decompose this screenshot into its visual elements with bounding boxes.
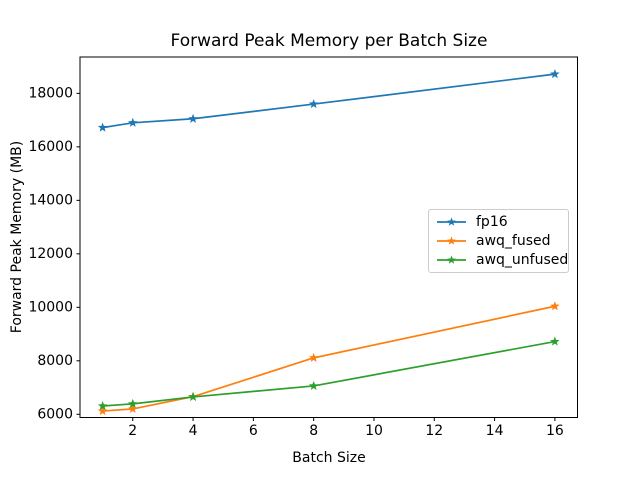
series-line-awq_unfused bbox=[101, 340, 556, 407]
legend-line-sample bbox=[437, 255, 466, 264]
y-tick-label: 8000 bbox=[37, 353, 73, 369]
data-point-marker bbox=[128, 403, 138, 413]
data-point-marker bbox=[308, 380, 319, 390]
data-point-marker bbox=[550, 301, 560, 311]
data-point-marker bbox=[188, 391, 198, 401]
data-point-marker bbox=[128, 398, 138, 408]
legend-sample-star-icon bbox=[447, 217, 456, 227]
legend-label: awq_fused bbox=[476, 233, 551, 249]
x-tick-label: 6 bbox=[249, 423, 258, 439]
x-tick-label: 8 bbox=[309, 423, 318, 439]
x-tick-label: 16 bbox=[546, 423, 564, 439]
legend-sample-star-icon bbox=[447, 236, 456, 245]
chart-title: Forward Peak Memory per Batch Size bbox=[170, 31, 488, 51]
x-tick-label: 10 bbox=[365, 423, 383, 439]
data-point-marker bbox=[308, 352, 319, 362]
x-tick-label: 12 bbox=[425, 423, 443, 439]
y-tick-label: 6000 bbox=[37, 406, 73, 422]
x-tick-label: 14 bbox=[486, 423, 504, 439]
series-awq_fused bbox=[97, 301, 560, 416]
y-tick-label: 14000 bbox=[28, 192, 73, 208]
data-point-marker bbox=[550, 69, 560, 79]
legend: fp16 awq_fused awq_unfused bbox=[428, 209, 569, 273]
data-point-marker bbox=[308, 99, 319, 109]
y-tick-label: 12000 bbox=[28, 246, 73, 262]
x-axis-ticks: 2 4 6 8 10 12 14 16 bbox=[128, 417, 564, 439]
y-tick-label: 16000 bbox=[28, 139, 73, 155]
legend-label: fp16 bbox=[476, 214, 508, 231]
data-point-marker bbox=[188, 113, 198, 123]
data-point-marker bbox=[97, 401, 108, 411]
axes-spines bbox=[79, 56, 578, 418]
x-tick-label: 4 bbox=[189, 423, 198, 439]
y-tick-label: 18000 bbox=[28, 85, 73, 101]
legend-entry-fp16: fp16 bbox=[436, 213, 562, 232]
x-tick-label: 2 bbox=[128, 423, 137, 439]
data-point-marker bbox=[550, 336, 560, 346]
data-point-marker bbox=[97, 122, 108, 132]
data-point-marker bbox=[128, 117, 138, 127]
legend-line-sample bbox=[437, 236, 466, 245]
y-tick-label: 10000 bbox=[28, 299, 73, 315]
x-axis-label: Batch Size bbox=[292, 450, 366, 466]
data-point-marker bbox=[97, 406, 108, 416]
series-fp16 bbox=[97, 69, 560, 132]
series-line-fp16 bbox=[101, 73, 556, 129]
y-axis-label: Forward Peak Memory (MB) bbox=[9, 140, 25, 334]
y-axis-ticks: 6000 8000 10000 12000 14000 16000 18000 bbox=[28, 85, 80, 422]
legend-entry-awq-unfused: awq_unfused bbox=[436, 250, 568, 269]
legend-entry-awq-fused: awq_fused bbox=[436, 232, 562, 251]
series-line-awq_fused bbox=[101, 305, 556, 412]
legend-label: awq_unfused bbox=[476, 251, 569, 268]
series-awq_unfused bbox=[97, 336, 560, 411]
legend-line-sample bbox=[437, 217, 466, 227]
legend-sample-star-icon bbox=[447, 255, 456, 264]
